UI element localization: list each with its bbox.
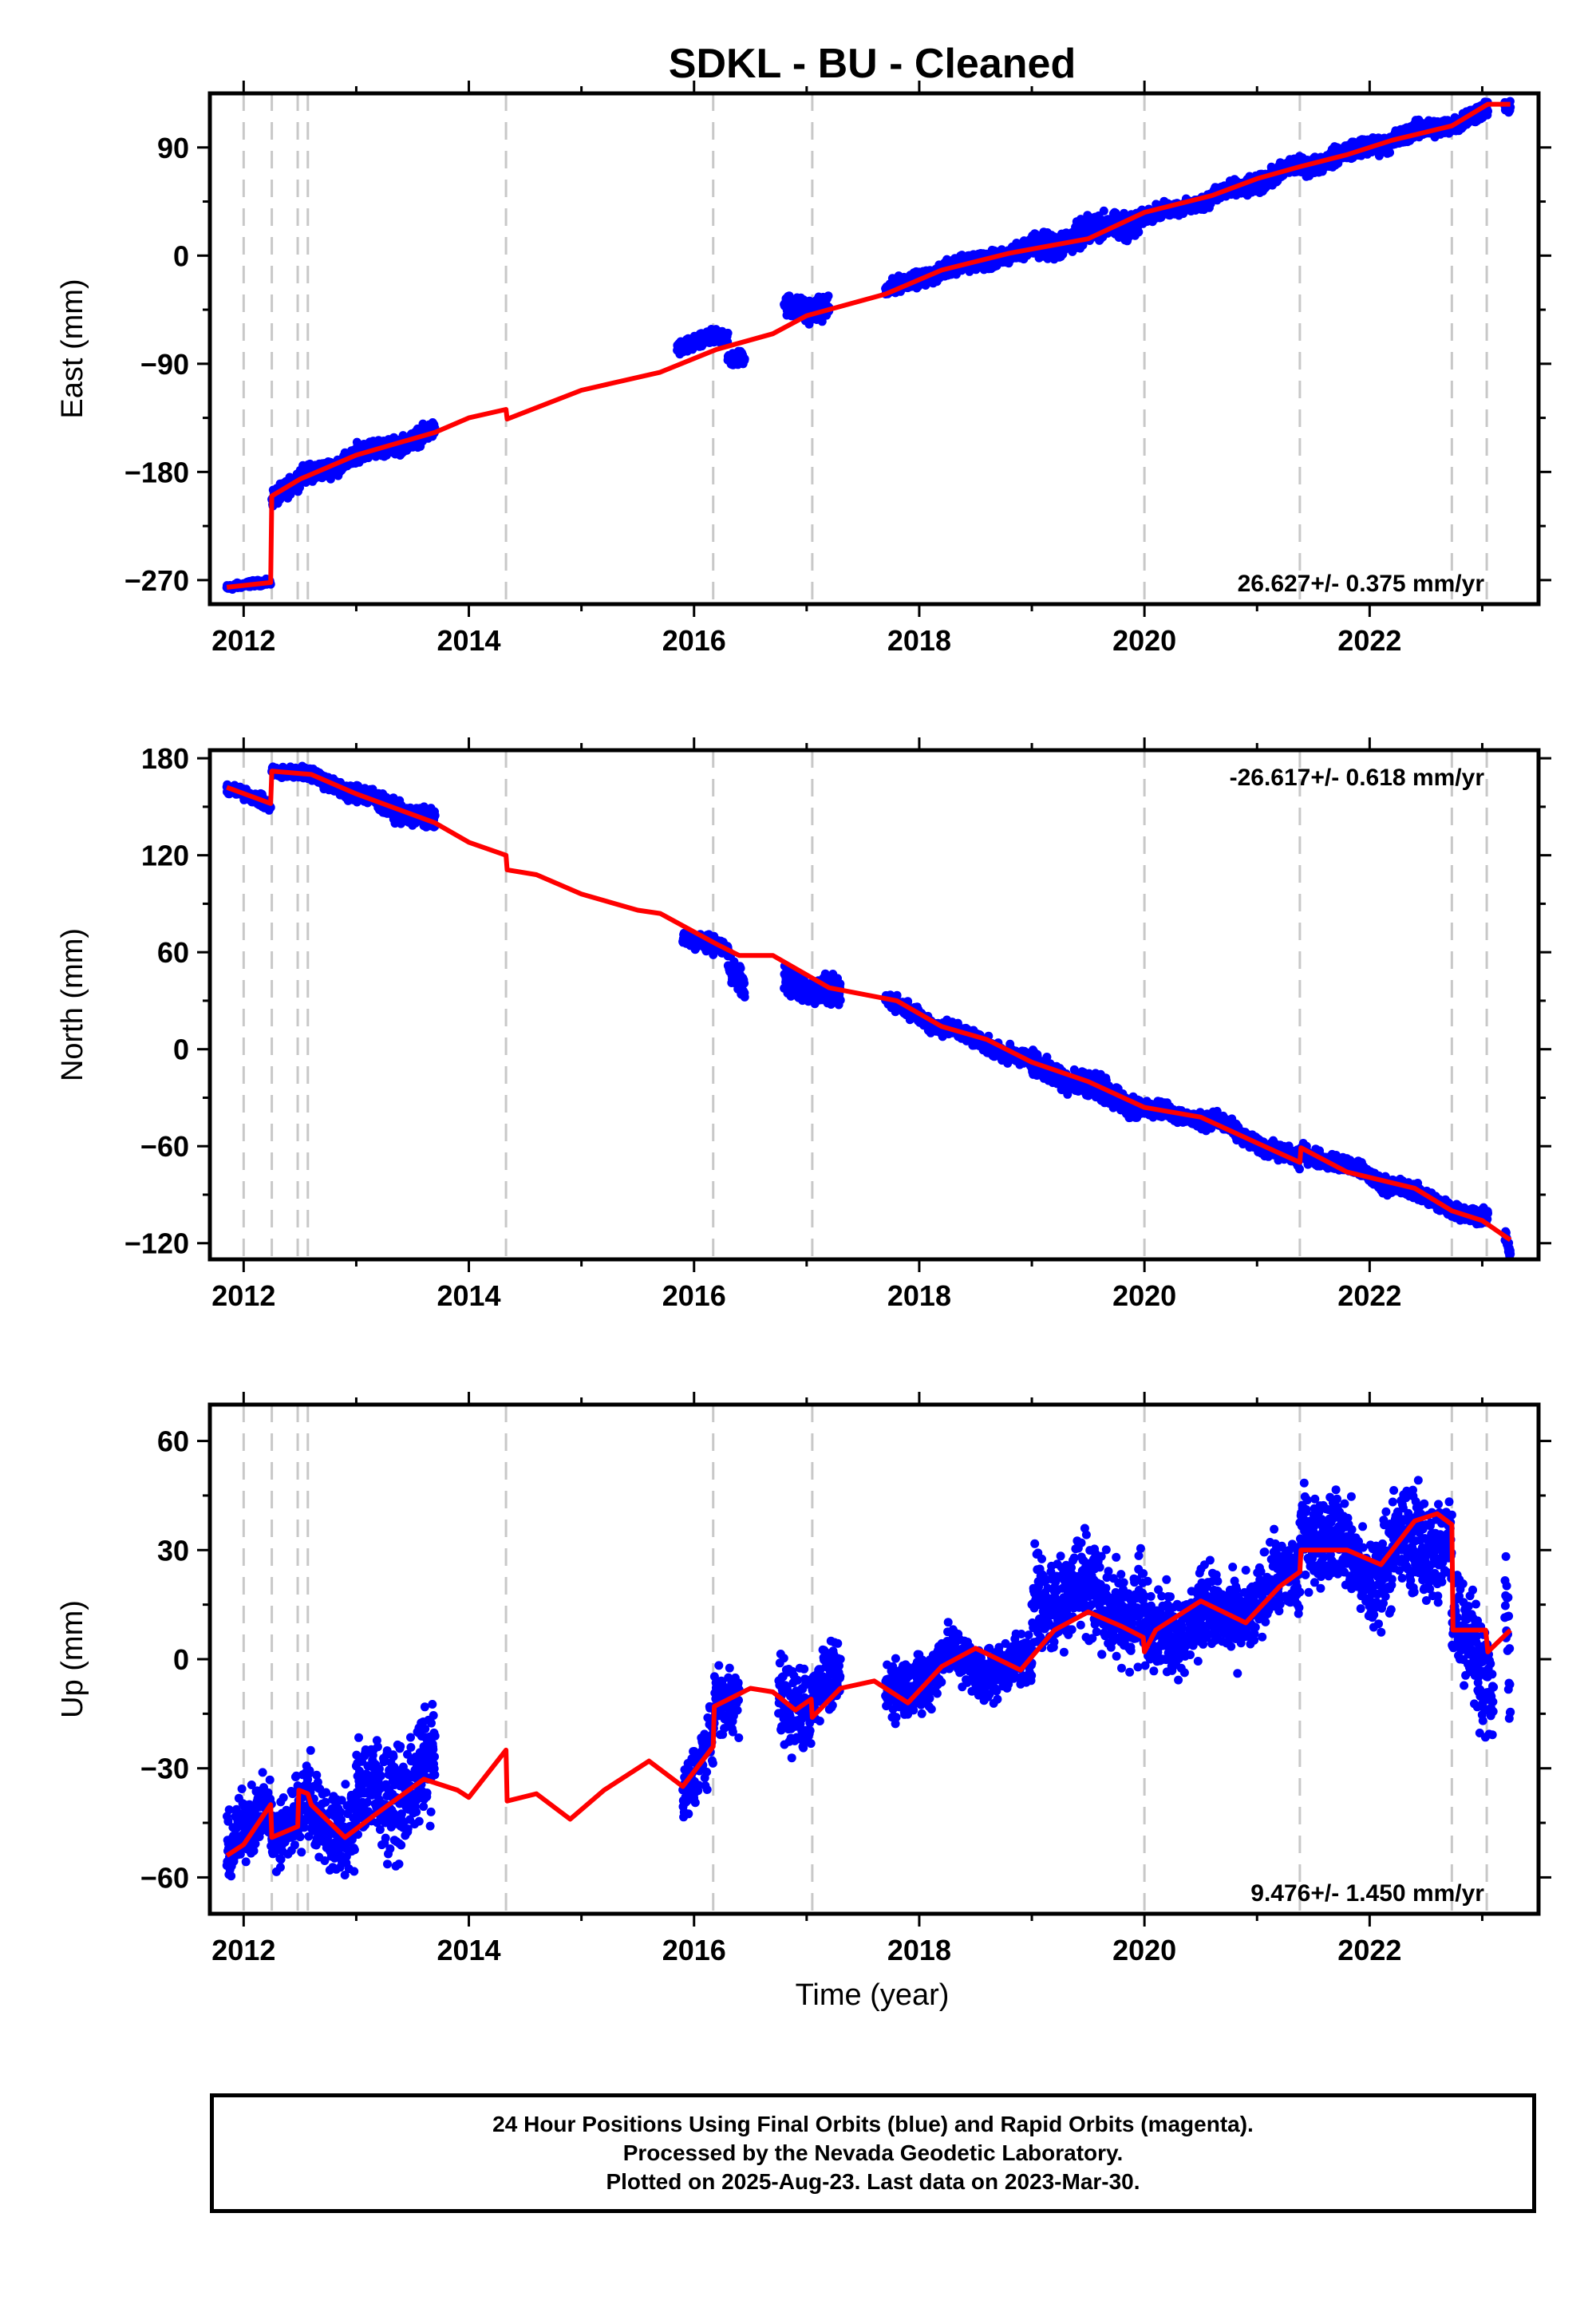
data-point (1134, 227, 1144, 237)
data-point (740, 354, 749, 364)
x-tick-label: 2014 (437, 624, 500, 657)
chart-title: SDKL - BU - Cleaned (669, 41, 1076, 87)
east-model-line (226, 101, 1511, 590)
data-point (836, 995, 845, 1005)
y-tick-label: −270 (124, 564, 189, 597)
data-point (736, 963, 745, 973)
x-tick-label: 2016 (662, 624, 726, 657)
data-point (824, 291, 833, 301)
data-point (1483, 106, 1492, 116)
x-tick-label: 2012 (211, 624, 275, 657)
panel-north: 2012 2014 2016 2018 2020 2022180120600−60−120… (56, 737, 1551, 1312)
y-tick-label: −180 (124, 456, 189, 488)
data-point (1385, 148, 1394, 157)
y-tick-label: 0 (173, 239, 189, 272)
panel-east: 2012 2014 2016 2018 2020 2022 90 0 −90 −180 −270 Ea… (56, 81, 1551, 657)
data-point (1078, 240, 1088, 250)
east-axis-label: East (mm) (56, 279, 89, 418)
y-tick-label: −90 (140, 348, 189, 381)
east-points (222, 97, 1515, 594)
data-point (740, 978, 749, 988)
north-points (222, 761, 1515, 1259)
data-point (430, 811, 440, 820)
x-tick-label: 2022 (1337, 624, 1401, 657)
data-point (723, 328, 733, 338)
data-point (817, 317, 827, 326)
data-point (740, 992, 749, 1002)
data-point (1099, 206, 1108, 215)
east-frame (207, 91, 1541, 607)
y-tick-label: 90 (157, 132, 189, 164)
east-rate-label: 26.627+/- 0.375 mm/yr (1238, 571, 1485, 597)
x-tick-label: 2018 (887, 624, 951, 657)
x-tick-label: 2020 (1112, 624, 1176, 657)
